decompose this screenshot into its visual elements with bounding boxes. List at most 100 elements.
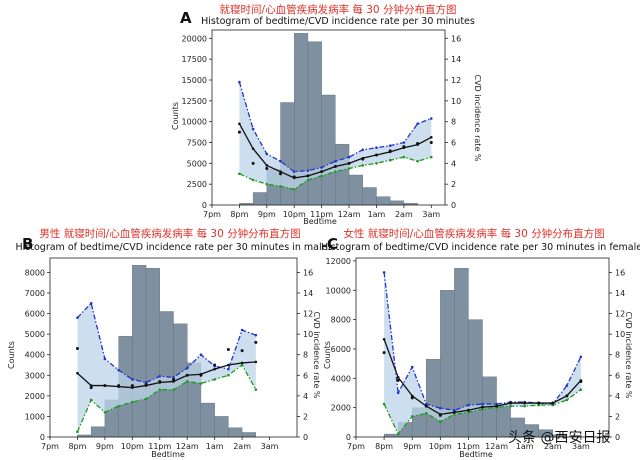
- panel-c-lower-line-point: [579, 388, 583, 391]
- panel-b-observed-dot: [254, 340, 258, 344]
- panel-b-xtick-label: 2am: [233, 442, 251, 451]
- panel-b-xtick-label: 7pm: [41, 442, 59, 451]
- panel-c-lower-line-point: [537, 403, 541, 407]
- panel-a-mean-line-point: [238, 122, 241, 126]
- panel-c-title-cn: 女性 就寝时间/心血管疾病发病率 每 30 分钟分布直方图: [343, 227, 604, 240]
- panel-a-lower-line-point: [265, 182, 269, 186]
- panel-b-mean-line: [77, 361, 256, 389]
- panel-c-y2tick-label: 2: [615, 412, 620, 421]
- panel-c-xtick-label: 10pm: [429, 442, 452, 451]
- panel-a-upper-line-point: [265, 152, 269, 156]
- panel-a-y2tick-label: 2: [451, 180, 456, 189]
- panel-c-bar: [383, 433, 399, 438]
- panel-c-observed-dot: [396, 378, 400, 382]
- panel-a-observed-dot: [333, 164, 337, 168]
- panel-c-y2tick-label: 10: [615, 330, 625, 339]
- panel-a-y2tick-label: 0: [451, 201, 456, 210]
- panel-c-upper-line-point: [396, 391, 400, 395]
- panel-b-ytick-label: 3000: [25, 371, 45, 380]
- panel-b-mean-line-point: [254, 360, 258, 364]
- panel-c-y2tick-label: 8: [615, 351, 620, 360]
- panel-c-y2label: CVD incidence rate %: [624, 311, 633, 398]
- panel-b-y2tick-label: 0: [303, 433, 308, 442]
- panel-a-observed-dot: [402, 145, 406, 149]
- panel-a-xlabel: Bedtime: [303, 217, 337, 226]
- panel-b-bar: [200, 402, 215, 438]
- panel-b-y2tick-label: 10: [303, 330, 313, 339]
- panel-b-ci-band: [77, 303, 256, 432]
- panel-b-ytick-label: 0: [40, 433, 45, 442]
- panel-a-xtick-label: 1am: [368, 210, 386, 219]
- panel-a-ytick-label: 15000: [182, 76, 207, 85]
- panel-a-xtick-label: 8pm: [230, 210, 248, 219]
- panel-b-lower-line-point: [240, 363, 244, 367]
- panel-a-xtick-label: 11pm: [310, 210, 333, 219]
- panel-c-y2tick-label: 0: [615, 433, 620, 442]
- panel-c-xlabel: Bedtime: [459, 450, 493, 459]
- panel-b-plot: 7pm 8pm 9pm 10pm 11pm 12am 1am 2am 3am 0 1000 2000 3…: [25, 257, 313, 451]
- panel-a-ytick-label: 0: [202, 201, 207, 210]
- panel-b-ytick-label: 4000: [25, 351, 45, 360]
- panel-c: C 女性 就寝时间/心血管疾病发病率 每 30 分钟分布直方图 Histogra…: [321, 227, 640, 459]
- panel-c-upper-line-point: [453, 408, 456, 412]
- panel-b-lower-line-point: [254, 388, 258, 391]
- panel-a-observed-dot: [237, 130, 241, 134]
- panel-a-observed-dot: [265, 167, 269, 171]
- panel-b-upper-line: [76, 301, 257, 384]
- panel-b-xtick-label: 10pm: [121, 442, 144, 451]
- panel-b-upper-line-point: [117, 368, 120, 372]
- panel-a-y2tick-label: 10: [451, 97, 461, 106]
- panel-c-upper-line-point: [481, 402, 484, 406]
- panel-b-observed-dot: [89, 386, 93, 390]
- panel-a-upper-line-point: [416, 122, 419, 126]
- panel-a-observed-dot: [374, 153, 378, 157]
- panel-a: A 就寝时间/心血管疾病发病率 每 30 分钟分布直方图 Histogram o…: [171, 3, 482, 226]
- panel-c-title: Histogram of bedtime/CVD incidence rate …: [321, 242, 640, 253]
- panel-a-title: Histogram of bedtime/CVD incidence rate …: [201, 16, 475, 27]
- panel-b-mean-line-point: [213, 367, 216, 371]
- panel-c-observed-dot: [438, 413, 442, 417]
- panel-c-xtick-label: 9pm: [403, 442, 421, 451]
- panel-c-ytick-label: 8000: [331, 316, 351, 325]
- panel-c-observed-dot: [452, 410, 456, 414]
- panel-b-upper-line-point: [199, 353, 203, 357]
- panel-c-y2tick-label: 6: [615, 371, 620, 380]
- panel-b-mean-line-point: [131, 386, 134, 389]
- panel-a-lower-line-point: [402, 155, 406, 159]
- panel-c-observed-dot: [509, 401, 513, 405]
- panel-a-observed-dot: [416, 142, 420, 146]
- panel-a-lower-line-point: [429, 155, 433, 159]
- panel-c-xtick-label: 7pm: [347, 442, 365, 451]
- panel-b-upper-line-point: [89, 301, 93, 305]
- panel-c-y2tick-label: 12: [615, 310, 625, 319]
- panel-b-ytick-label: 5000: [25, 330, 45, 339]
- panel-c-lower-line-point: [410, 415, 414, 418]
- panel-c-upper-line-point: [424, 402, 428, 406]
- panel-c-bar: [468, 319, 483, 438]
- panel-a-lower-line-point: [334, 170, 337, 173]
- panel-a-upper-line-point: [361, 148, 365, 152]
- panel-b-lower-line-point: [131, 400, 134, 404]
- panel-b-y2tick-label: 4: [303, 392, 308, 401]
- panel-b-observed-dot: [199, 373, 203, 377]
- panel-b-lower-line-point: [76, 430, 79, 434]
- panel-b-xtick-label: 9pm: [96, 442, 114, 451]
- panel-b-observed-dot: [144, 383, 148, 387]
- panel-c-xtick-label: 8pm: [375, 442, 393, 451]
- panel-b-frame: [49, 257, 298, 438]
- panel-c-lower-line-point: [565, 398, 569, 402]
- panel-c-letter: C: [327, 235, 338, 253]
- panel-a-ytick-label: 12500: [182, 97, 207, 106]
- panel-a-xtick-label: 12am: [338, 210, 361, 219]
- panel-a-y2label: CVD incidence rate %: [473, 74, 482, 161]
- panel-b-mean-line-point: [240, 361, 244, 365]
- panel-b-title: Histogram of bedtime/CVD incidence rate …: [16, 242, 333, 253]
- panel-b-upper-line-point: [185, 366, 189, 370]
- panel-b-lower-line-point: [185, 380, 189, 383]
- panel-a-bar: [321, 94, 336, 206]
- panel-a-ylabel: Counts: [171, 102, 180, 130]
- panel-c-upper-line-point: [467, 403, 470, 407]
- panel-b-ytick-label: 2000: [25, 392, 45, 401]
- panel-a-bar: [307, 41, 322, 206]
